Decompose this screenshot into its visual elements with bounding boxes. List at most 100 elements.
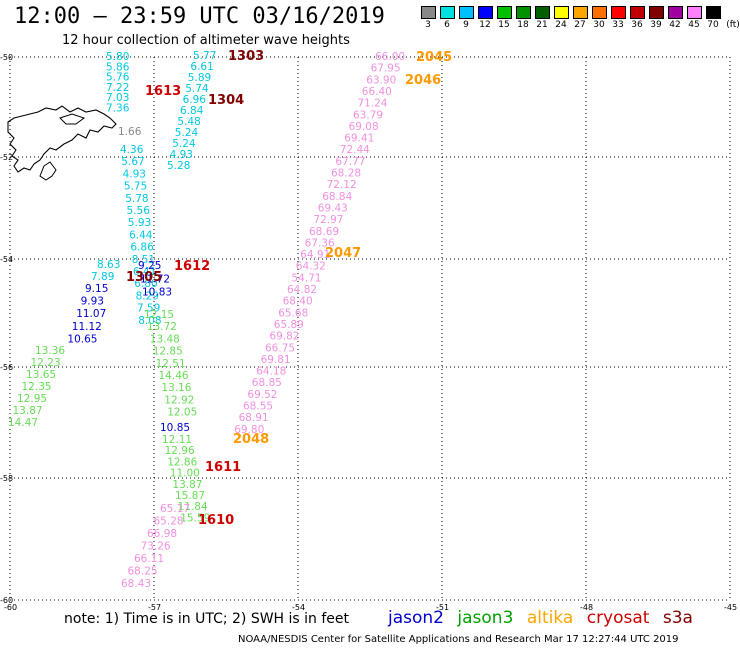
swh-value: 68.40 (283, 296, 313, 308)
swh-value: 65.28 (154, 516, 184, 528)
swh-value: 64.18 (256, 366, 286, 378)
colorbar-swatch (630, 6, 645, 19)
swh-value: 15.59 (180, 512, 210, 524)
colorbar-label: 3 (425, 20, 431, 30)
legend-s3a: s3a (662, 608, 693, 628)
colorbar-swatch (421, 6, 436, 19)
swh-value: 12.05 (167, 407, 197, 419)
swh-value: 69.82 (269, 331, 299, 343)
chart-title: 12:00 – 23:59 UTC 03/16/2019 (14, 4, 385, 29)
island-outline (59, 113, 86, 125)
swh-value: 12.86 (167, 456, 197, 468)
lat-tick-label: -58 (0, 474, 13, 483)
swh-value: 13.48 (150, 333, 180, 345)
footer-credit: NOAA/NESDIS Center for Satellite Applica… (238, 634, 679, 645)
lat-tick-label: -56 (0, 363, 13, 372)
swh-value: 14.46 (159, 370, 189, 382)
pass-label: 1611 (205, 460, 241, 475)
swh-value: 67.95 (371, 63, 401, 75)
swh-value: 67.36 (305, 237, 335, 249)
swh-value: 13.87 (172, 479, 202, 491)
swh-value: 68.69 (309, 226, 339, 238)
swh-value: 7.22 (106, 82, 129, 94)
swh-value: 15.87 (175, 490, 205, 502)
pass-label: 1305 (126, 270, 162, 285)
swh-value: 10.83 (142, 287, 172, 299)
colorbar-swatch (459, 6, 474, 19)
swh-value: 12.23 (31, 357, 61, 369)
swh-value: 5.93 (128, 217, 151, 229)
lat-tick-label: -54 (0, 255, 13, 264)
swh-value: 5.75 (124, 181, 147, 193)
swh-value: 69.81 (261, 354, 291, 366)
swh-value: 5.76 (106, 72, 130, 84)
swh-value: 64.82 (287, 284, 317, 296)
swh-value: 11.07 (76, 308, 106, 320)
swh-value: 71.24 (357, 98, 387, 110)
swh-value: 8.08 (138, 315, 161, 327)
lon-tick-label: -54 (292, 603, 305, 612)
colorbar-swatch (478, 6, 493, 19)
swh-value: 7.03 (106, 92, 129, 104)
swh-value: 11.12 (72, 321, 102, 333)
swh-value: 5.89 (188, 72, 211, 84)
swh-value: 66.98 (147, 528, 177, 540)
colorbar-swatch (497, 6, 512, 19)
colorbar-label: 9 (463, 20, 469, 30)
colorbar-swatch (516, 6, 531, 19)
colorbar-swatch (592, 6, 607, 19)
swh-value: 6.96 (183, 94, 207, 106)
swh-value: 65.68 (278, 307, 308, 319)
swh-value: 9.15 (85, 283, 108, 295)
swh-value: 12.15 (144, 309, 174, 321)
swh-value: 13.36 (35, 345, 65, 357)
swh-value: 5.67 (121, 156, 144, 168)
colorbar-swatch (649, 6, 664, 19)
swh-value: 13.16 (161, 382, 191, 394)
swh-value: 9.93 (81, 296, 104, 308)
swh-value: 5.48 (177, 116, 200, 128)
swh-value: 68.28 (331, 168, 361, 180)
swh-value: 7.59 (137, 303, 160, 315)
pass-label: 1613 (145, 84, 181, 99)
swh-value: 12.96 (165, 445, 195, 457)
satellite-legend: jason2 jason3 altika cryosat s3a (388, 608, 701, 628)
swh-value: 5.78 (125, 193, 148, 205)
swh-value: 14.47 (8, 417, 38, 429)
swh-value: 12.95 (17, 393, 47, 405)
pass-label: 2048 (233, 432, 269, 447)
note-text: note: 1) Time is in UTC; 2) SWH is in fe… (64, 611, 350, 627)
lon-tick-label: -51 (436, 603, 449, 612)
colorbar-unit: (ft) (726, 20, 740, 30)
swh-value: 7.89 (91, 271, 114, 283)
pass-label: 1303 (228, 49, 264, 64)
lon-tick-label: -57 (148, 603, 161, 612)
swh-value: 5.74 (185, 83, 209, 95)
swh-value: 64.91 (300, 249, 330, 261)
swh-value: 6.80 (134, 278, 157, 290)
pass-label: 2045 (416, 50, 452, 65)
swh-value: 4.36 (120, 144, 144, 156)
chart-subtitle: 12 hour collection of altimeter wave hei… (62, 33, 350, 48)
swh-value: 13.87 (13, 405, 43, 417)
pass-label: 1610 (198, 513, 234, 528)
swh-value: 66.75 (265, 342, 295, 354)
pass-label: 2047 (325, 246, 361, 261)
swh-value: 11.00 (170, 468, 200, 480)
swh-value: 11.72 (140, 273, 170, 285)
swh-value: 13.72 (147, 321, 177, 333)
colorbar-label: 6 (444, 20, 450, 30)
swh-value: 6.41 (133, 266, 156, 278)
pass-label: 1304 (208, 93, 244, 108)
swh-value: 66.11 (134, 553, 164, 565)
swh-value: 13.65 (26, 369, 56, 381)
swh-value: 1.66 (118, 126, 142, 138)
swh-value: 12.92 (164, 394, 194, 406)
swh-value: 12.85 (153, 346, 183, 358)
colorbar-label: 30 (593, 20, 605, 30)
colorbar-label: 42 (669, 20, 681, 30)
lon-tick-label: -45 (724, 603, 737, 612)
swh-value: 6.84 (180, 105, 204, 117)
colorbar-label: 27 (574, 20, 586, 30)
colorbar-swatch (440, 6, 455, 19)
